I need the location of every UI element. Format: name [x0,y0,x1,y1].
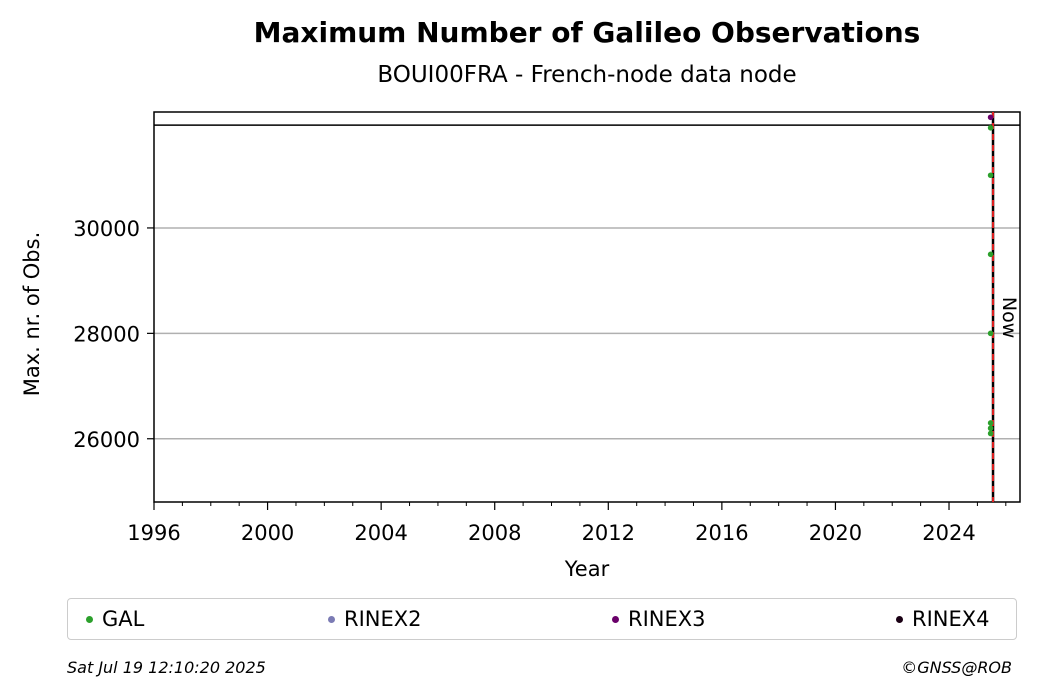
x-tick-label: 2004 [354,521,407,545]
legend-marker-rinex3 [612,615,619,623]
data-point-gal [987,420,994,426]
y-tick-label: 30000 [73,217,140,241]
data-point-gal [987,330,994,337]
x-tick-label: 1996 [127,521,180,545]
legend-item-gal: GAL [86,607,144,631]
x-tick-label: 2012 [582,521,635,545]
data-point-rinex3 [987,114,994,121]
x-axis-label: Year [564,557,610,581]
legend: GAL RINEX2 RINEX3 RINEX4 [67,598,1017,640]
legend-label-gal: GAL [102,607,145,631]
chart-subtitle: BOUI00FRA - French-node data node [377,62,796,88]
data-point-gal [987,251,994,258]
x-tick-label: 2008 [468,521,521,545]
y-tick-label: 26000 [73,428,140,452]
x-tick-label: 2024 [922,521,975,545]
data-point-gal [987,425,994,432]
data-point-gal [987,430,994,437]
x-tick-label: 2000 [241,521,294,545]
legend-label-rinex2: RINEX2 [344,607,422,631]
legend-marker-rinex2 [328,615,335,623]
legend-label-rinex4: RINEX4 [912,607,990,631]
legend-marker-gal [86,615,93,623]
legend-item-rinex2: RINEX2 [328,607,422,631]
data-point-gal [987,125,994,131]
chart-title: Maximum Number of Galileo Observations [254,16,921,49]
now-label: Now [998,297,1020,338]
y-tick-label: 28000 [73,322,140,346]
plot-frame [153,111,1021,503]
legend-item-rinex4: RINEX4 [896,607,990,631]
x-tick-label: 2016 [695,521,748,545]
footer-timestamp: Sat Jul 19 12:10:20 2025 [67,658,266,677]
footer-copyright: ©GNSS@ROB [901,658,1012,677]
legend-item-rinex3: RINEX3 [612,607,706,631]
y-axis-label: Max. nr. of Obs. [20,232,44,397]
x-tick-label: 2020 [809,521,862,545]
chart-canvas: Maximum Number of Galileo Observations B… [20,16,1021,581]
legend-marker-rinex4 [896,615,903,623]
legend-label-rinex3: RINEX3 [628,607,706,631]
data-point-gal [987,172,994,179]
